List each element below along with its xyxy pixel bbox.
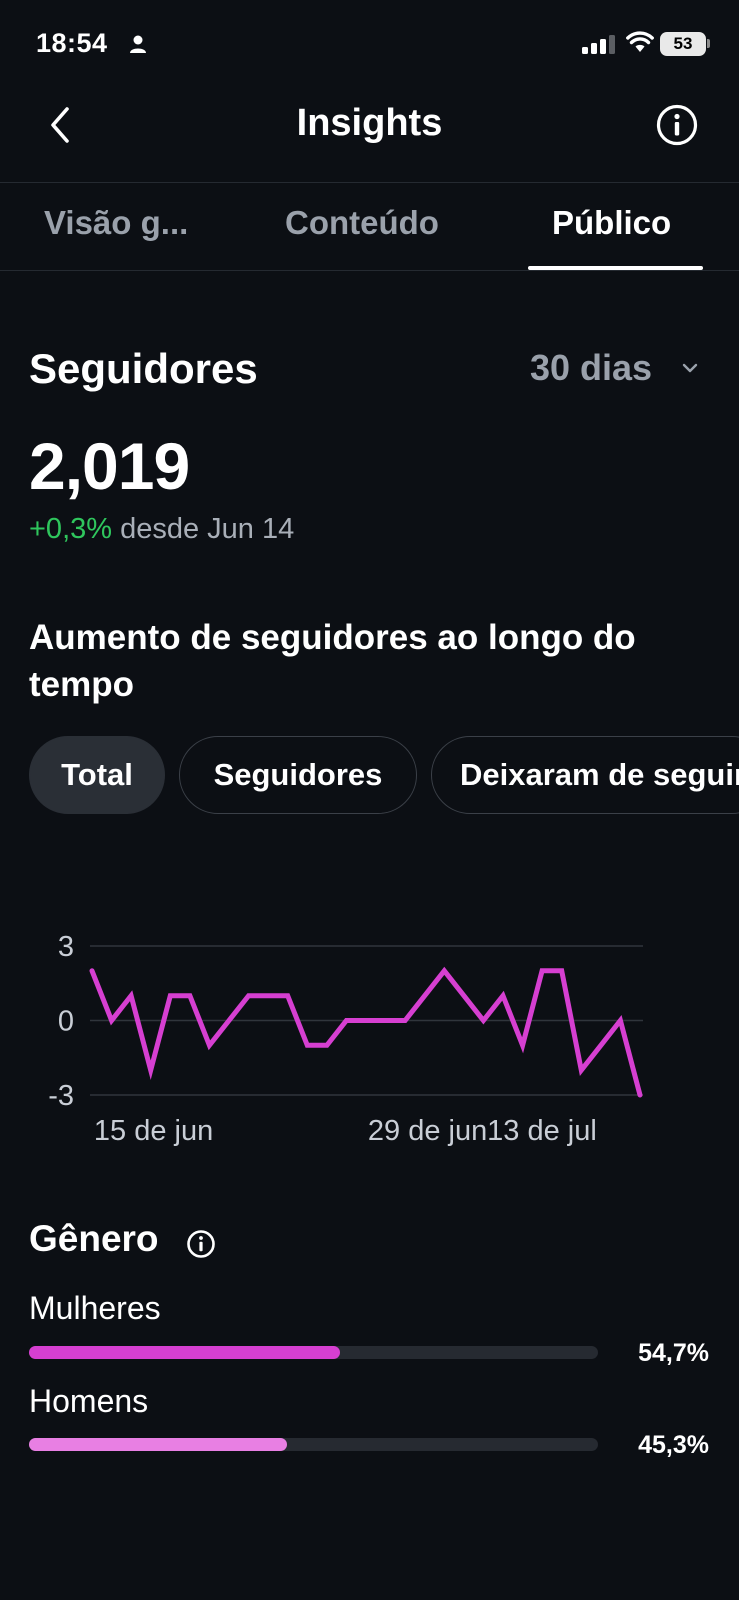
gender-percent-men: 45,3% [638,1431,709,1459]
x-tick-label: 15 de jun [94,1115,213,1147]
gender-label-men: Homens [29,1383,149,1419]
filter-chip-followers[interactable]: Seguidores [179,736,417,814]
x-tick-label: 29 de jun [368,1115,487,1147]
battery-indicator: 53 [660,32,706,56]
gender-bar-women [29,1346,598,1359]
y-tick-label: 0 [58,1006,74,1038]
chevron-down-icon[interactable] [682,362,698,374]
header-divider [0,182,739,183]
follower-growth-chart: 3 0 -3 15 de jun 29 de jun 13 de jul [48,931,643,1147]
gender-percent-women: 54,7% [638,1339,709,1367]
follower-change-line: +0,3% desde Jun 14 [29,513,294,546]
follower-count: 2,019 [29,429,190,503]
signal-icon [582,35,615,54]
y-tick-label: -3 [48,1080,74,1112]
followers-heading: Seguidores [29,345,258,392]
person-icon [130,35,146,53]
series-line-total [89,966,643,1098]
gender-bar-fill-women [29,1346,341,1359]
info-icon[interactable] [656,104,698,146]
tab-overview[interactable]: Visão g... [44,204,189,241]
change-since: desde Jun 14 [120,513,295,545]
gender-bar-men [29,1438,598,1451]
follower-change: +0,3% [29,513,113,545]
gender-label-women: Mulheres [29,1290,161,1326]
period-selector[interactable]: 30 dias [530,347,653,388]
gender-bar-fill-men [29,1438,287,1451]
tab-content[interactable]: Conteúdo [285,204,439,241]
x-tick-label: 13 de jul [487,1115,597,1147]
back-icon[interactable] [42,103,82,147]
battery-tip [707,39,710,48]
gender-heading: Gênero [29,1218,159,1259]
active-tab-indicator [528,266,703,270]
filter-chip-total[interactable]: Total [29,736,165,814]
info-icon[interactable] [186,1229,216,1259]
tab-audience[interactable]: Público [552,204,672,241]
tabs-divider [0,270,739,271]
filter-chip-unfollowed[interactable]: Deixaram de seguir [431,736,739,814]
page-title: Insights [296,102,443,144]
y-tick-label: 3 [58,931,74,963]
growth-heading: Aumento de seguidores ao longo do tempo [29,618,636,704]
status-time: 18:54 [36,28,108,58]
wifi-icon [626,31,654,52]
